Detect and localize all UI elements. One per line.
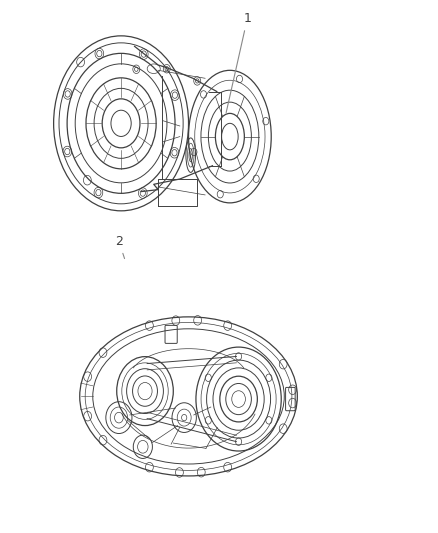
Text: 1: 1	[226, 12, 251, 112]
Text: 2: 2	[115, 235, 124, 259]
